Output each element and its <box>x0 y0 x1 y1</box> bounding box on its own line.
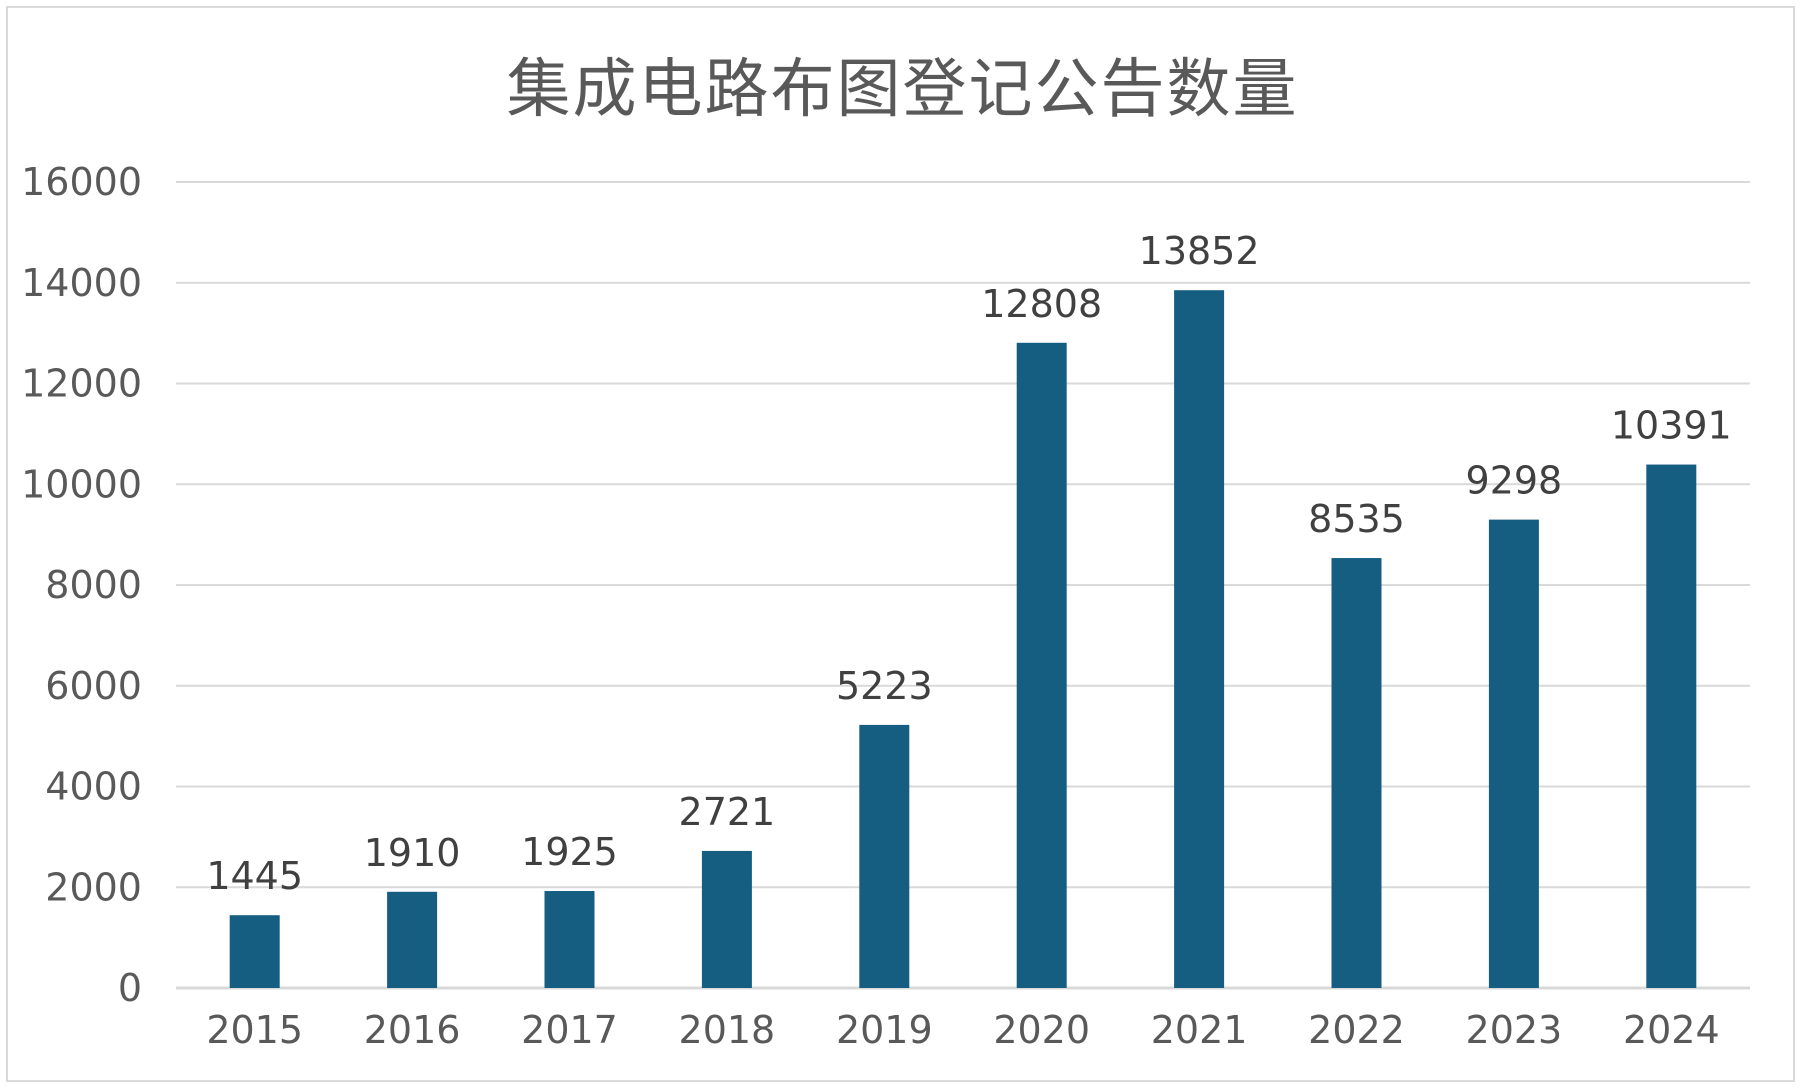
x-axis-ticks: 2015 2016 2017 2018 2019 2020 2021 2022 2023 2024 <box>206 1008 1719 1052</box>
data-labels: 1445 1910 1925 2721 5223 12808 13852 8535 9298 10… <box>206 229 1731 898</box>
bar <box>1016 342 1067 988</box>
y-tick-label: 4000 <box>45 765 142 809</box>
bar <box>1488 519 1539 988</box>
x-tick-label: 2018 <box>679 1008 776 1052</box>
y-tick-label: 2000 <box>45 865 142 909</box>
y-tick-label: 0 <box>118 966 142 1010</box>
x-tick-label: 2024 <box>1623 1008 1720 1052</box>
y-tick-label: 10000 <box>21 462 142 506</box>
data-label: 1445 <box>206 854 303 898</box>
data-label: 8535 <box>1308 497 1405 541</box>
bar <box>859 724 910 988</box>
y-tick-label: 14000 <box>21 261 142 305</box>
bar <box>1331 558 1382 988</box>
bar <box>387 891 438 988</box>
data-label: 1925 <box>521 830 618 874</box>
x-tick-label: 2020 <box>993 1008 1090 1052</box>
data-label: 9298 <box>1466 459 1563 503</box>
data-label: 13852 <box>1139 229 1260 273</box>
y-tick-label: 16000 <box>21 160 142 204</box>
data-label: 1910 <box>364 831 461 875</box>
y-axis-ticks: 0 2000 4000 6000 8000 10000 12000 14000 16000 <box>21 160 142 1010</box>
bar <box>544 891 595 988</box>
data-label: 5223 <box>836 664 933 708</box>
x-tick-label: 2016 <box>364 1008 461 1052</box>
chart-title: 集成电路布图登记公告数量 <box>506 53 1299 127</box>
bar <box>1646 464 1697 989</box>
bars <box>229 290 1697 989</box>
x-tick-label: 2023 <box>1466 1008 1563 1052</box>
y-tick-label: 12000 <box>21 362 142 406</box>
bar <box>229 915 280 988</box>
data-label: 12808 <box>981 282 1102 326</box>
x-tick-label: 2022 <box>1308 1008 1405 1052</box>
data-label: 10391 <box>1611 404 1732 448</box>
x-tick-label: 2015 <box>206 1008 303 1052</box>
gridlines <box>176 181 1750 990</box>
y-tick-label: 8000 <box>45 563 142 607</box>
y-tick-label: 6000 <box>45 664 142 708</box>
bar <box>701 850 752 988</box>
x-tick-label: 2021 <box>1151 1008 1248 1052</box>
x-tick-label: 2019 <box>836 1008 933 1052</box>
data-label: 2721 <box>679 790 776 834</box>
x-tick-label: 2017 <box>521 1008 618 1052</box>
bar <box>1174 290 1225 988</box>
